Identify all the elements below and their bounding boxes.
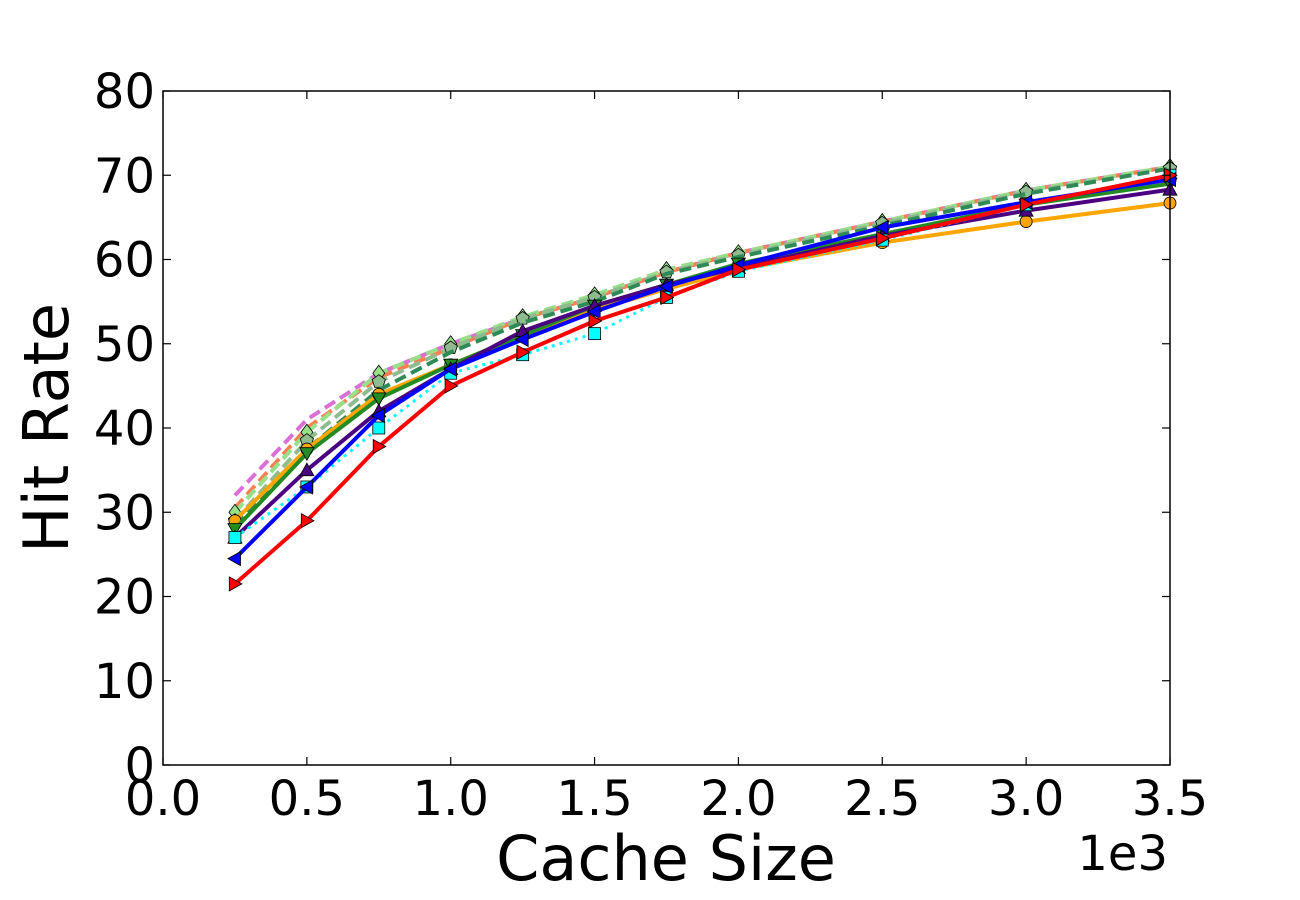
series-8-point-0	[228, 531, 242, 544]
series-5-point-9	[1019, 215, 1033, 228]
x-tick-label-2: 1.0	[413, 771, 489, 827]
x-tick-label-6: 3.0	[988, 771, 1064, 827]
x-tick-label-1: 0.5	[269, 771, 345, 827]
y-tick-label-4: 40	[94, 401, 155, 457]
y-tick-label-0: 0	[124, 738, 155, 794]
series-9-point-2	[370, 407, 385, 424]
x-offset-label: 1e3	[1077, 826, 1168, 882]
series-10-point-4	[516, 344, 531, 360]
y-tick-label-6: 60	[94, 233, 155, 289]
series-10-point-2	[372, 438, 387, 455]
series-10-point-1	[300, 513, 315, 529]
series-9-point-8	[874, 219, 889, 236]
ticks-layer: 0.0 0.5 1.0 1.5 2.0 2.5 3.0 3.5 0 10 20 30 40 50 60 70 8…	[94, 64, 1208, 827]
series-10-point-5	[588, 313, 603, 329]
series-9-point-0	[227, 550, 241, 567]
series-10	[228, 167, 1178, 592]
series-9-point-5	[586, 304, 601, 320]
series-6-point-1	[299, 447, 315, 462]
series-10-point-7	[732, 261, 747, 278]
x-axis-label: Cache Size	[496, 822, 836, 895]
x-tick-label-7: 3.5	[1132, 771, 1208, 827]
y-tick-label-5: 50	[94, 317, 155, 373]
x-tick-label-3: 1.5	[556, 771, 632, 827]
y-axis-label: Hit Rate	[10, 303, 83, 553]
series-9-point-4	[514, 331, 529, 348]
y-tick-label-7: 70	[94, 148, 155, 204]
x-tick-label-4: 2.0	[700, 771, 776, 827]
series-10-point-8	[876, 230, 891, 247]
series-line-4	[233, 166, 1171, 527]
series-9-point-6	[658, 278, 673, 295]
series-9-point-1	[299, 479, 313, 495]
series-7-point-1	[299, 462, 315, 477]
y-tick-label-8: 80	[94, 64, 155, 120]
series-10-point-6	[660, 289, 675, 306]
y-tick-label-3: 30	[94, 485, 155, 541]
series-9-point-3	[442, 361, 457, 377]
series-10-point-0	[228, 576, 243, 592]
y-tick-label-2: 20	[94, 570, 155, 626]
x-tick-label-5: 2.5	[844, 771, 920, 827]
series-10-point-9	[1020, 197, 1034, 213]
series-4	[233, 166, 1171, 527]
series-10-point-3	[444, 378, 459, 394]
series-8-point-5	[588, 327, 601, 341]
y-tick-label-1: 10	[94, 654, 155, 710]
series-3-point-2	[371, 374, 386, 388]
series-8-point-2	[372, 421, 386, 435]
series-6-point-2	[371, 392, 387, 407]
x-tick-label-0: 0.0	[125, 771, 201, 827]
